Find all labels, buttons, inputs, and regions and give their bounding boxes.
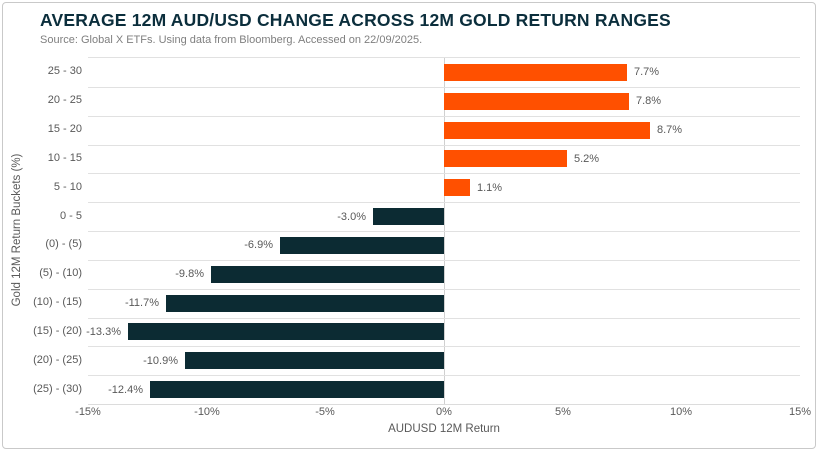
category-label: (20) - (25): [33, 354, 82, 366]
bar-value-label: 7.8%: [636, 95, 662, 107]
gridline: [88, 289, 800, 290]
gridline: [88, 231, 800, 232]
category-label: (5) - (10): [39, 267, 82, 279]
gridline: [88, 173, 800, 174]
bar: [444, 93, 629, 110]
x-axis-ticks: -15% -10% -5% 0% 5% 10% 15%: [0, 406, 819, 420]
category-label: 20 - 25: [47, 94, 82, 106]
bar: [444, 122, 650, 139]
bar-value-label: 7.7%: [634, 66, 660, 78]
chart-title: AVERAGE 12M AUD/USD CHANGE ACROSS 12M GO…: [40, 10, 671, 30]
category-label: (15) - (20): [33, 325, 82, 337]
x-tick-label: -15%: [75, 406, 101, 418]
gridline: [88, 202, 800, 203]
bar: [444, 150, 567, 167]
gridline: [88, 346, 800, 347]
category-label: 15 - 20: [47, 123, 82, 135]
bar-value-label: 1.1%: [477, 182, 503, 194]
x-axis-title: AUDUSD 12M Return: [388, 423, 500, 435]
chart-source-note: Source: Global X ETFs. Using data from B…: [40, 34, 423, 46]
gridline: [88, 116, 800, 117]
gridline: [88, 145, 800, 146]
bar: [185, 352, 444, 369]
category-label: 5 - 10: [53, 181, 82, 193]
gridline: [88, 318, 800, 319]
bar: [166, 295, 444, 312]
bar-value-label: -12.4%: [108, 384, 143, 396]
gridline: [88, 87, 800, 88]
bar: [280, 237, 444, 254]
bar-value-label: 5.2%: [574, 153, 600, 165]
bar-value-label: -9.8%: [175, 268, 204, 280]
bar-value-label: 8.7%: [657, 124, 683, 136]
category-label: (10) - (15): [33, 296, 82, 308]
bar-value-label: -3.0%: [337, 211, 366, 223]
gridline: [88, 375, 800, 376]
bar: [444, 64, 627, 81]
bar: [211, 266, 444, 283]
category-label: 25 - 30: [47, 65, 82, 77]
bar-value-label: -11.7%: [124, 297, 159, 309]
x-tick-label: -5%: [315, 406, 335, 418]
plot-area: 7.7% 7.8% 8.7% 5.2% 1.1% -3.0% -6.9% -9.8% -11.7…: [86, 57, 800, 405]
bar: [373, 208, 444, 225]
gridline: [88, 260, 800, 261]
bar: [444, 179, 470, 196]
bar-value-label: -6.9%: [244, 239, 273, 251]
x-tick-label: 15%: [788, 406, 812, 418]
bar: [128, 323, 444, 340]
x-tick-label: -10%: [194, 406, 220, 418]
bar-value-label: -10.9%: [143, 355, 178, 367]
category-label: 10 - 15: [47, 152, 82, 164]
bar: [150, 381, 444, 398]
x-tick-label: 5%: [555, 406, 571, 418]
category-label: 0 - 5: [59, 210, 82, 222]
y-axis-labels: 25 - 30 20 - 25 15 - 20 10 - 15 5 - 10 0 - 5 (…: [0, 57, 82, 403]
category-label: (25) - (30): [33, 383, 82, 395]
x-tick-label: 10%: [669, 406, 693, 418]
bar-value-label: -13.3%: [86, 326, 121, 338]
x-tick-label: 0%: [436, 406, 452, 418]
category-label: (0) - (5): [45, 238, 82, 250]
